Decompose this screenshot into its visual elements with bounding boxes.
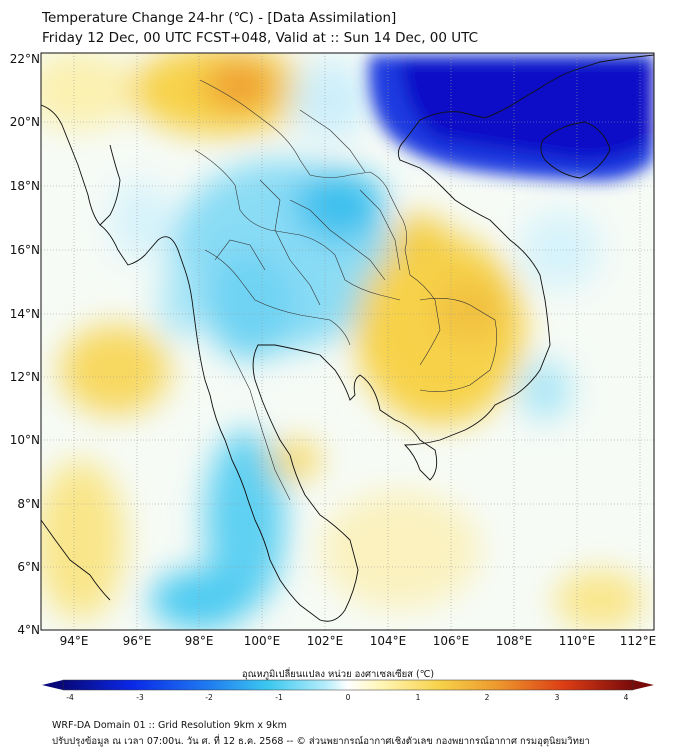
lat-label: 22°N (9, 52, 40, 66)
lat-label: 10°N (9, 433, 40, 447)
colorbar-max-arrow (633, 680, 654, 690)
lon-label: 110°E (558, 634, 596, 648)
temperature-field (41, 53, 654, 630)
lon-label: 104°E (369, 634, 407, 648)
lat-label: 12°N (9, 370, 40, 384)
admin-borders (194, 79, 497, 501)
graticule (41, 53, 654, 630)
map-subtitle: Friday 12 Dec, 00 UTC FCST+048, Valid at… (42, 30, 479, 46)
coastlines (41, 54, 654, 622)
lon-label: 102°E (306, 634, 344, 648)
footer-credit: ปรับปรุงข้อมูล ณ เวลา 07:00น. วัน ศ. ที่… (52, 736, 590, 747)
lon-label: 98°E (184, 634, 214, 648)
lat-label: 8°N (17, 497, 40, 511)
lat-label: 4°N (17, 623, 40, 637)
colorbar-tick: -1 (275, 693, 283, 702)
lat-label: 6°N (17, 560, 40, 574)
colorbar-tick: 1 (415, 693, 421, 702)
colorbar-tick: 0 (345, 693, 351, 702)
colorbar-min-arrow (42, 680, 63, 690)
map-frame (40, 52, 655, 631)
colorbar-tick: -3 (136, 693, 144, 702)
lon-label: 100°E (243, 634, 281, 648)
colorbar-tick: 4 (623, 693, 629, 702)
colorbar-tick: 3 (554, 693, 560, 702)
lat-label: 16°N (9, 243, 40, 257)
colorbar-tick: -2 (205, 693, 213, 702)
map-title: Temperature Change 24-hr (℃) - [Data Ass… (42, 10, 397, 26)
colorbar-title: อุณหภูมิเปลี่ยนแปลง หน่วย องศาเซลเซียส (… (241, 669, 435, 680)
colorbar-tick: 2 (484, 693, 490, 702)
colorbar-tick: -4 (66, 693, 74, 702)
colorbar (42, 679, 654, 691)
lon-label: 96°E (122, 634, 152, 648)
lat-label: 14°N (9, 307, 40, 321)
lat-label: 20°N (9, 115, 40, 129)
lon-label: 106°E (432, 634, 470, 648)
footer-model-info: WRF-DA Domain 01 :: Grid Resolution 9km … (52, 720, 287, 731)
lon-label: 94°E (59, 634, 89, 648)
colorbar-gradient (63, 680, 633, 690)
lat-label: 18°N (9, 179, 40, 193)
lon-label: 108°E (495, 634, 533, 648)
lon-label: 112°E (619, 634, 657, 648)
